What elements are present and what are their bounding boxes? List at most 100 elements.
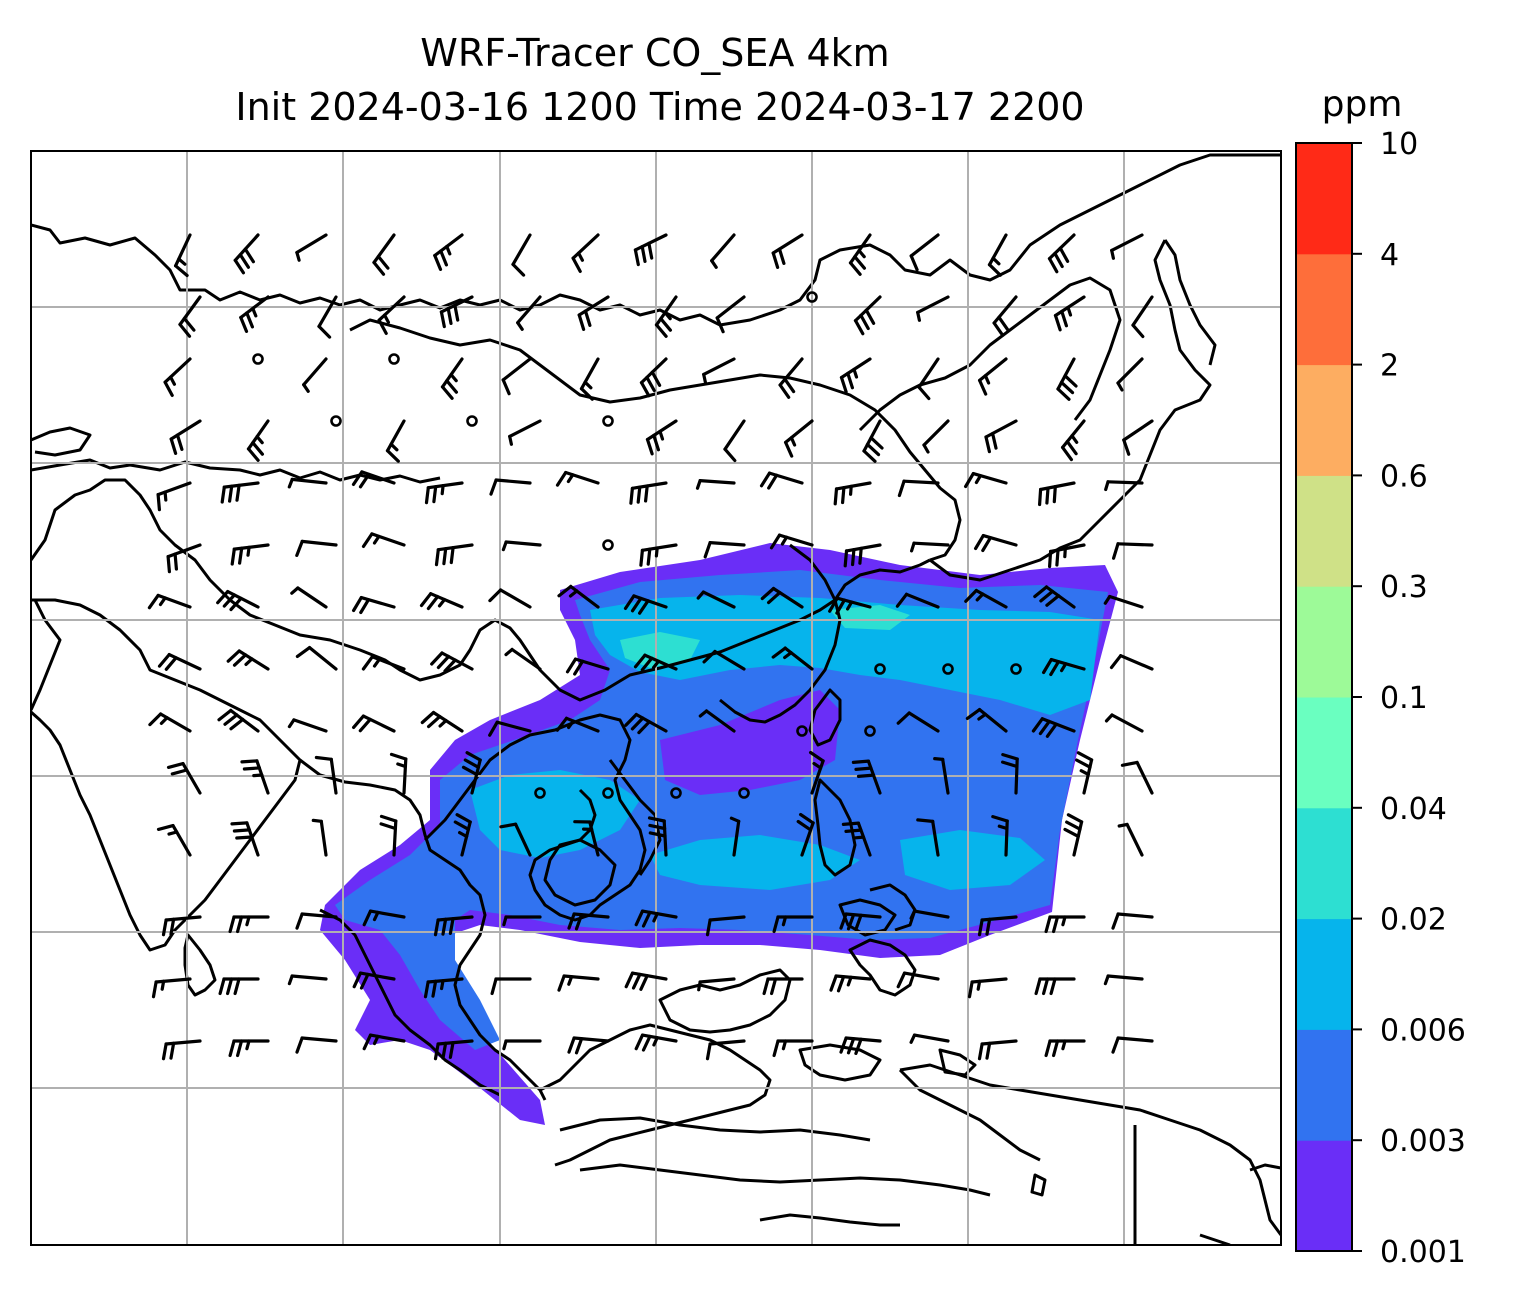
wind-barb bbox=[781, 915, 788, 927]
wind-barb bbox=[963, 472, 975, 489]
wind-barb bbox=[708, 1039, 746, 1046]
wind-barb bbox=[634, 712, 668, 733]
wind-barb bbox=[771, 586, 804, 609]
colorbar-tick-label: 0.3 bbox=[1380, 570, 1428, 605]
wind-barb bbox=[571, 256, 582, 273]
wind-barb bbox=[848, 233, 872, 265]
wind-barb bbox=[245, 1039, 251, 1051]
map-panel bbox=[30, 150, 1282, 1246]
wind-barb bbox=[555, 716, 569, 732]
tracer-layer-002c bbox=[650, 835, 860, 890]
wind-barb bbox=[846, 913, 856, 931]
colorbar-band-2 bbox=[1296, 918, 1352, 1030]
wind-barb bbox=[579, 357, 600, 391]
calm-wind-marker bbox=[874, 663, 886, 675]
wind-barb bbox=[181, 761, 202, 795]
wind-barb bbox=[1120, 760, 1139, 767]
wind-barb bbox=[372, 910, 380, 922]
wind-barb bbox=[630, 716, 645, 731]
wind-barb bbox=[163, 490, 168, 502]
wind-barb bbox=[392, 819, 398, 857]
colorbar-band-5 bbox=[1296, 586, 1352, 698]
wind-barb bbox=[829, 974, 838, 992]
wind-barb bbox=[432, 485, 438, 504]
wind-barb bbox=[577, 295, 610, 317]
wind-barb bbox=[449, 545, 455, 565]
wind-barb bbox=[970, 977, 1008, 984]
wind-barb bbox=[240, 759, 259, 764]
wind-barb bbox=[164, 656, 178, 671]
wind-barb bbox=[984, 435, 992, 454]
wind-barb bbox=[379, 814, 398, 823]
wind-barb bbox=[771, 233, 804, 255]
wind-barb bbox=[1059, 662, 1068, 673]
wind-barb bbox=[654, 295, 678, 327]
wind-barb bbox=[239, 315, 249, 333]
wind-barb bbox=[637, 599, 650, 615]
wind-barb bbox=[1039, 589, 1055, 603]
wind-barb bbox=[856, 821, 872, 857]
wind-barb bbox=[640, 543, 678, 552]
wind-barb bbox=[833, 487, 839, 506]
wind-barb bbox=[463, 758, 480, 769]
wind-barb bbox=[781, 1039, 788, 1051]
wind-barb bbox=[708, 915, 746, 922]
wind-barb bbox=[1044, 585, 1076, 609]
wind-barb bbox=[710, 259, 718, 269]
wind-barb bbox=[696, 590, 706, 600]
wind-barb bbox=[1060, 309, 1069, 328]
wind-barb bbox=[783, 440, 794, 458]
wind-barb bbox=[1049, 977, 1057, 996]
wind-barb bbox=[652, 433, 661, 452]
wind-barb bbox=[453, 303, 460, 322]
wind-barb bbox=[783, 646, 814, 671]
wind-barb bbox=[555, 470, 568, 487]
wind-barb bbox=[579, 387, 594, 401]
wind-barb bbox=[1061, 1039, 1067, 1051]
wind-barb bbox=[440, 385, 454, 400]
wind-barb bbox=[218, 977, 226, 996]
wind-barb bbox=[511, 262, 526, 277]
wind-barb bbox=[223, 713, 239, 726]
wind-barb bbox=[658, 429, 665, 441]
wind-barb bbox=[222, 593, 236, 608]
wind-barb bbox=[1070, 434, 1079, 444]
wind-barb bbox=[846, 371, 855, 390]
wind-barb bbox=[229, 708, 260, 733]
wind-barb bbox=[287, 974, 294, 986]
wind-barb bbox=[427, 714, 442, 729]
wind-barb bbox=[513, 822, 532, 857]
wind-barb bbox=[916, 295, 950, 314]
colorbar-tick-label: 0.02 bbox=[1380, 903, 1447, 938]
wind-barb bbox=[916, 310, 922, 322]
wind-barb bbox=[158, 596, 167, 607]
wind-barb bbox=[430, 651, 444, 666]
wind-barb bbox=[1038, 719, 1051, 736]
wind-barb bbox=[1072, 820, 1084, 857]
wind-barb bbox=[566, 473, 575, 484]
wind-barb bbox=[760, 586, 776, 601]
wind-barb bbox=[909, 233, 940, 258]
calm-wind-marker bbox=[1010, 663, 1022, 675]
wind-barb bbox=[164, 915, 202, 922]
wind-barb bbox=[1111, 912, 1120, 930]
wind-barb bbox=[372, 233, 396, 265]
wind-barb bbox=[175, 433, 184, 451]
wind-barb bbox=[987, 233, 1008, 267]
wind-barb bbox=[358, 472, 371, 489]
wind-barb bbox=[997, 824, 1009, 831]
wind-barb bbox=[732, 819, 741, 857]
wind-barb bbox=[702, 649, 717, 664]
wind-barb bbox=[439, 249, 448, 267]
wind-barb bbox=[562, 974, 600, 981]
colorbar-bands bbox=[1296, 143, 1352, 1252]
wind-barb bbox=[564, 716, 600, 733]
wind-barb bbox=[1051, 1039, 1060, 1058]
wind-barb bbox=[967, 980, 974, 999]
wind-barb bbox=[1041, 657, 1053, 675]
wind-barb bbox=[511, 233, 532, 266]
wind-barb bbox=[251, 441, 264, 456]
wind-barb bbox=[973, 533, 985, 551]
wind-barb bbox=[358, 971, 396, 981]
wind-barb bbox=[317, 324, 332, 339]
